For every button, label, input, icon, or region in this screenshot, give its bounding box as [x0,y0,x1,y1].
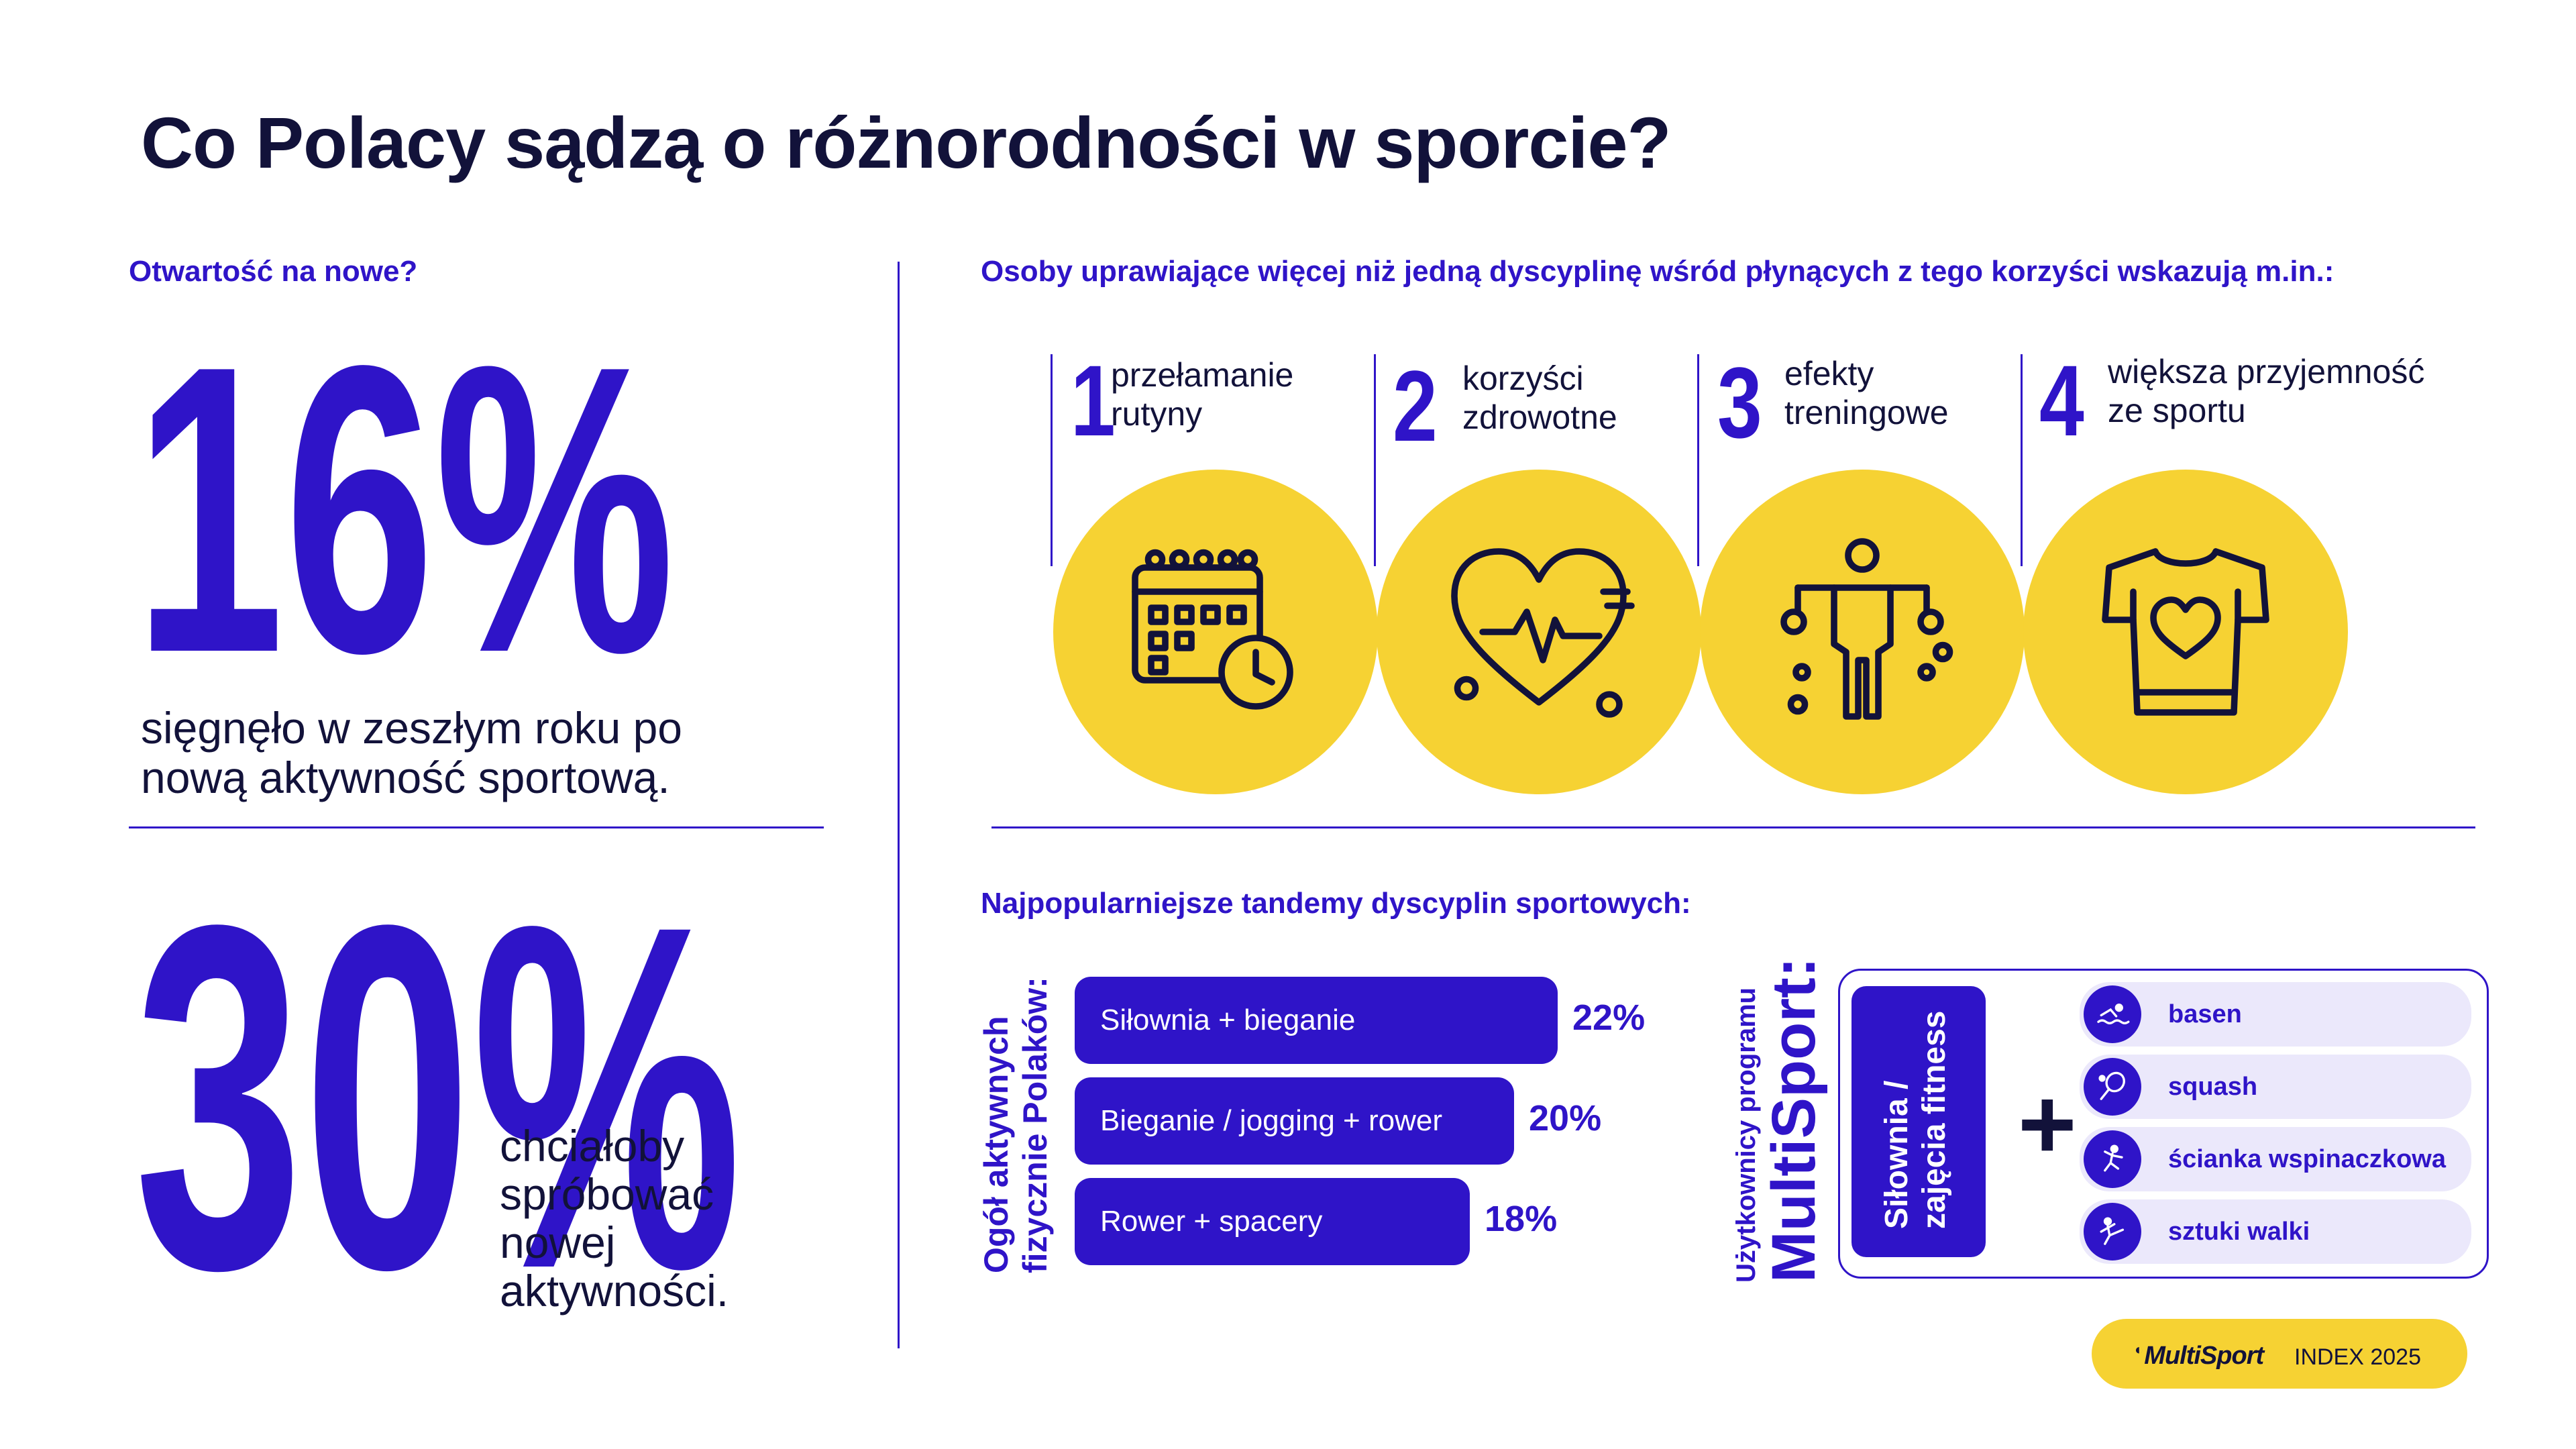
benefit-4-text: większa przyjemność ze sportu [2108,352,2424,430]
martial-arts-icon [2084,1203,2141,1260]
stat2-text-line: nowej [500,1218,616,1267]
stat2-text-line: aktywności. [500,1266,729,1316]
calendar-clock-icon [1132,549,1293,710]
pill-squash: squash [2080,1055,2471,1119]
benefit-2-number: 2 [1393,350,1438,462]
benefit-3-line1: efekty [1784,355,1874,392]
pill-martial-arts: sztuki walki [2080,1199,2471,1264]
pill-basen-label: basen [2168,1000,2242,1028]
stat2-description: chciałoby spróbować nowej aktywności. [500,1122,729,1315]
tandem-bar-value: 22% [1572,998,1646,1038]
stat2-text-line: spróbować [500,1169,714,1219]
tandem-bar-label: Bieganie / jogging + rower [1100,1104,1442,1137]
pill-basen: basen [2080,982,2471,1046]
footer-brand: ◐MultiSport INDEX 2025 [2092,1319,2467,1389]
stat2-text-line: chciałoby [500,1121,685,1171]
multisport-logo: ◐MultiSport [2135,1341,2264,1371]
logo-mark-icon: ◐ [2135,1341,2143,1358]
benefit-4-number: 4 [2039,344,2084,457]
racket-icon [2084,1058,2141,1116]
stat-16-percent: 16% [134,281,675,738]
general-label-line1: Ogół aktywnych [977,1016,1015,1273]
pill-squash-label: squash [2168,1072,2258,1101]
benefits-label: Osoby uprawiające więcej niż jedną dyscy… [981,255,2334,288]
tandem-bar-value: 18% [1485,1199,1558,1239]
multisport-label: Użytkownicy programu MultiSport: [1731,957,1828,1283]
benefit-1-circle [1053,470,1378,794]
multisport-label-line2: MultiSport: [1760,957,1828,1283]
tandem-bar-chart: Siłownia + bieganie 22% Bieganie / joggi… [1075,977,1746,1265]
plus-icon: + [2018,1067,2077,1180]
heart-pulse-icon [1451,548,1635,718]
tandems-label: Najpopularniejsze tandemy dyscyplin spor… [981,887,1691,920]
pill-climbing-label: ścianka wspinaczkowa [2168,1144,2446,1173]
multisport-box [1838,969,2489,1279]
stat-30-percent: 30% [134,852,742,1342]
benefit-1-line [1051,354,1053,566]
benefit-3-line2: treningowe [1784,394,1949,431]
climbing-icon [2084,1130,2141,1188]
benefit-2-line1: korzyści [1462,360,1584,397]
benefit-4-line2: ze sportu [2108,392,2246,429]
tandem-bar-label: Siłownia + bieganie [1100,1004,1356,1036]
stat2-value: 30% [134,823,742,1371]
left-divider [129,826,824,828]
pill-climbing: ścianka wspinaczkowa [2080,1127,2471,1191]
benefit-4-line1: większa przyjemność [2108,353,2425,390]
benefit-1-line1: przełamanie [1111,356,1294,394]
index-label: INDEX 2025 [2294,1344,2421,1370]
tandem-bar-label: Rower + spacery [1100,1205,1323,1238]
benefit-1-number: 1 [1071,344,1116,457]
benefit-4-line [2021,354,2023,566]
base-discipline-label: Siłownia / zajęcia fitness [1878,1011,1953,1230]
benefit-3-circle [1700,470,2025,794]
benefit-1-line2: rutyny [1111,395,1203,433]
right-divider [991,826,2475,828]
person-training-icon [1780,538,1953,720]
general-label-line2: fizycznie Polaków: [1016,977,1054,1273]
multisport-label-line1: Użytkownicy programu [1731,987,1761,1283]
benefit-2-circle [1377,470,1701,794]
base-discipline-box: Siłownia / zajęcia fitness [1851,986,1986,1257]
stat1-text-line2: nową aktywność sportową. [141,753,670,802]
benefit-2-line [1374,354,1376,566]
stat1-text-line1: sięgnęło w zeszłym roku po [141,703,683,753]
logo-text: MultiSport [2144,1342,2264,1370]
swimming-icon [2084,985,2141,1043]
pill-martial-arts-label: sztuki walki [2168,1217,2310,1246]
tandem-bar: Bieganie / jogging + rower [1075,1077,1514,1165]
benefit-3-number: 3 [1717,346,1762,459]
column-divider [898,262,900,1348]
general-label: Ogół aktywnych fizycznie Polaków: [977,977,1055,1273]
tandem-bar: Rower + spacery [1075,1178,1470,1265]
stat1-description: sięgnęło w zeszłym roku po nową aktywnoś… [141,703,682,802]
benefit-2-text: korzyści zdrowotne [1462,359,1617,437]
base-discipline-line1: Siłownia / [1879,1080,1915,1229]
tandem-bar-value: 20% [1529,1098,1602,1138]
benefit-3-line [1697,354,1699,566]
benefit-3-text: efekty treningowe [1784,354,1949,432]
benefit-4-circle [2023,470,2348,794]
base-discipline-line2: zajęcia fitness [1917,1010,1952,1230]
benefit-2-line2: zdrowotne [1462,398,1617,436]
tandem-bar: Siłownia + bieganie [1075,977,1558,1064]
tshirt-heart-icon [2102,548,2269,716]
openness-label: Otwartość na nowe? [129,255,418,288]
benefit-1-text: przełamanie rutyny [1111,356,1293,433]
page-title: Co Polacy sądzą o różnorodności w sporci… [141,102,1671,183]
